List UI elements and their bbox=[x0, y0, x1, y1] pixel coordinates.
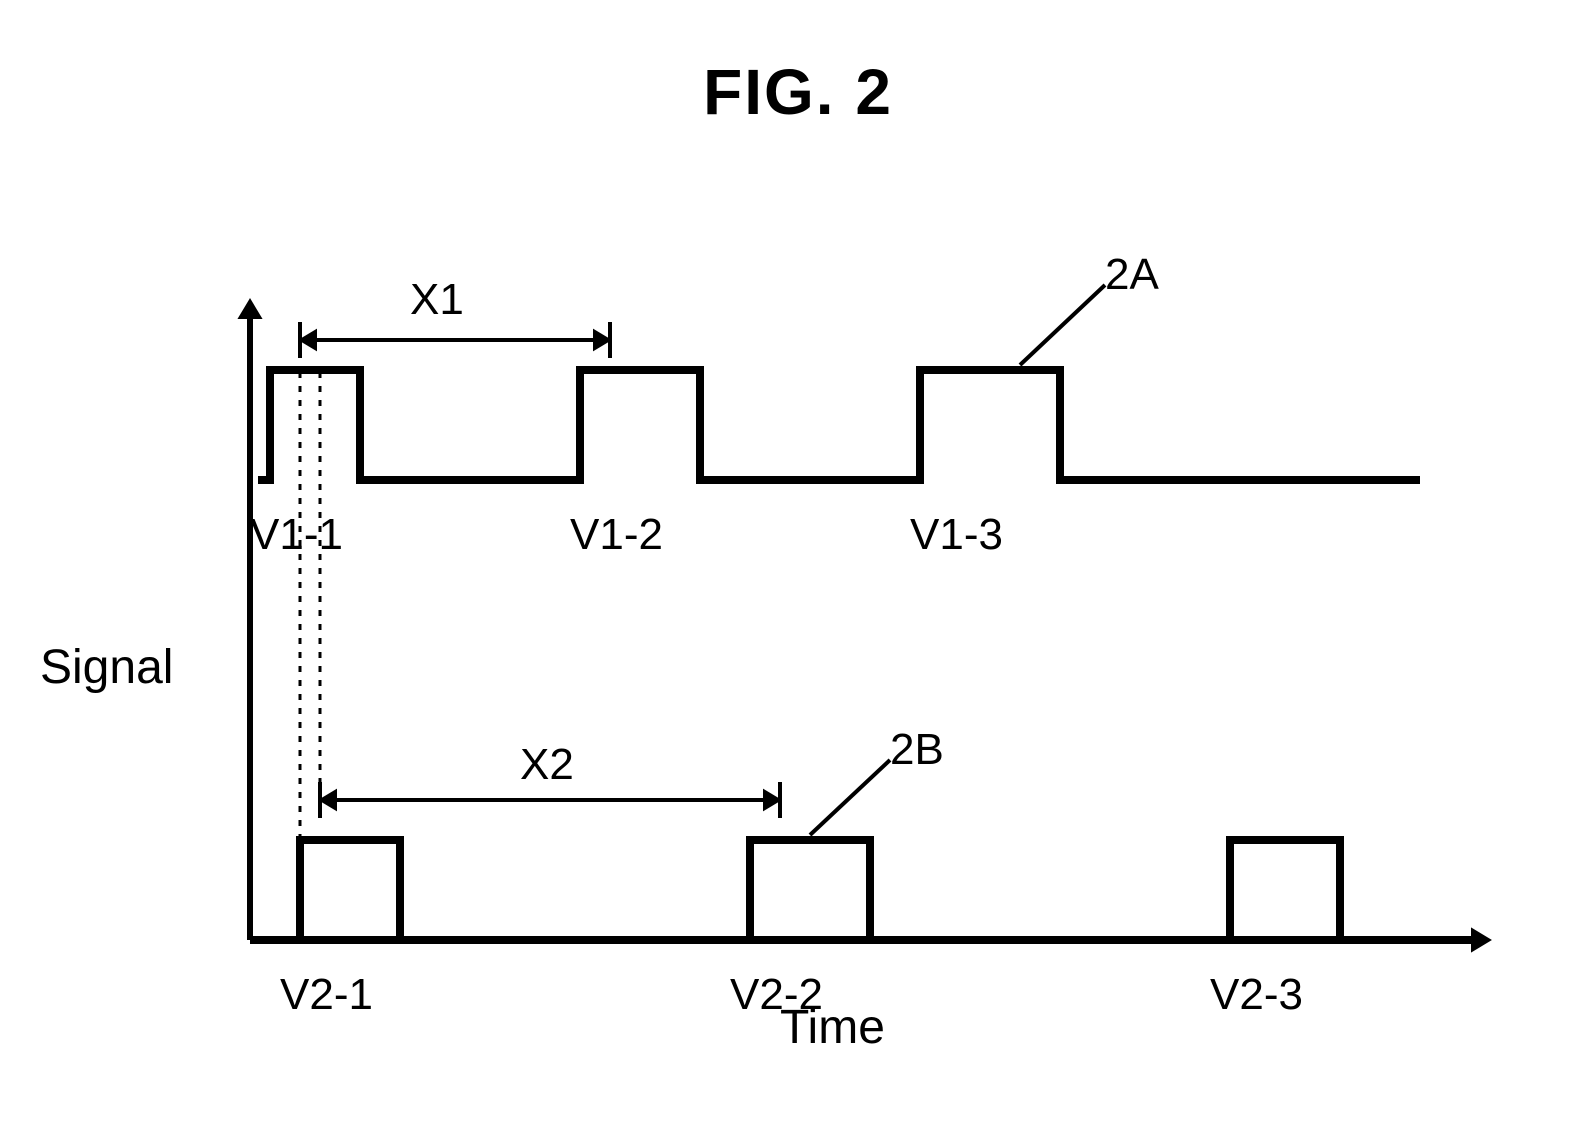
callout-label-2a: 2A bbox=[1105, 250, 1159, 300]
figure-page: FIG. 2 Signal Time V1-1 V1-2 V1-3 V2-1 V… bbox=[0, 0, 1596, 1135]
pulse-label-v2-2: V2-2 bbox=[730, 970, 823, 1020]
pulse-label-v2-3: V2-3 bbox=[1210, 970, 1303, 1020]
timing-diagram bbox=[0, 0, 1596, 1135]
pulse-label-v1-3: V1-3 bbox=[910, 510, 1003, 560]
waveform-b-pulse-1 bbox=[300, 840, 400, 940]
callout-line-2a bbox=[1020, 285, 1105, 365]
waveform-a bbox=[258, 370, 1420, 480]
waveform-b-pulse-3 bbox=[1230, 840, 1340, 940]
dimension-label-x2: X2 bbox=[520, 740, 574, 790]
pulse-label-v1-1: V1-1 bbox=[250, 510, 343, 560]
pulse-label-v1-2: V1-2 bbox=[570, 510, 663, 560]
callout-line-2b bbox=[810, 760, 890, 835]
pulse-label-v2-1: V2-1 bbox=[280, 970, 373, 1020]
callout-label-2b: 2B bbox=[890, 725, 944, 775]
waveform-b-pulse-2 bbox=[750, 840, 870, 940]
dimension-label-x1: X1 bbox=[410, 275, 464, 325]
